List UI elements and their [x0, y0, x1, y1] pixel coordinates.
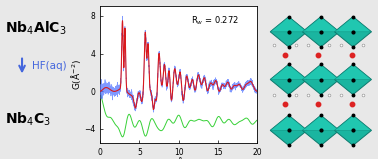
Polygon shape: [335, 17, 372, 47]
X-axis label: r(Å): r(Å): [170, 158, 187, 159]
Polygon shape: [335, 64, 372, 95]
Polygon shape: [302, 64, 339, 80]
Polygon shape: [335, 64, 372, 80]
Polygon shape: [302, 115, 339, 145]
Polygon shape: [270, 17, 307, 47]
Text: Nb$_4$C$_3$: Nb$_4$C$_3$: [5, 111, 51, 128]
Polygon shape: [270, 17, 307, 32]
Text: Nb$_4$AlC$_3$: Nb$_4$AlC$_3$: [5, 20, 67, 37]
Y-axis label: G(Å$^{-2}$): G(Å$^{-2}$): [69, 59, 83, 90]
Polygon shape: [270, 115, 307, 145]
Polygon shape: [302, 17, 339, 47]
Polygon shape: [302, 64, 339, 95]
Polygon shape: [302, 17, 339, 32]
Polygon shape: [270, 64, 307, 80]
Polygon shape: [335, 115, 372, 145]
Text: HF(aq): HF(aq): [32, 61, 67, 71]
Polygon shape: [302, 115, 339, 130]
Polygon shape: [335, 115, 372, 130]
Polygon shape: [335, 17, 372, 32]
Polygon shape: [270, 115, 307, 130]
Text: R$_w$ = 0.272: R$_w$ = 0.272: [191, 15, 239, 27]
Polygon shape: [270, 64, 307, 95]
